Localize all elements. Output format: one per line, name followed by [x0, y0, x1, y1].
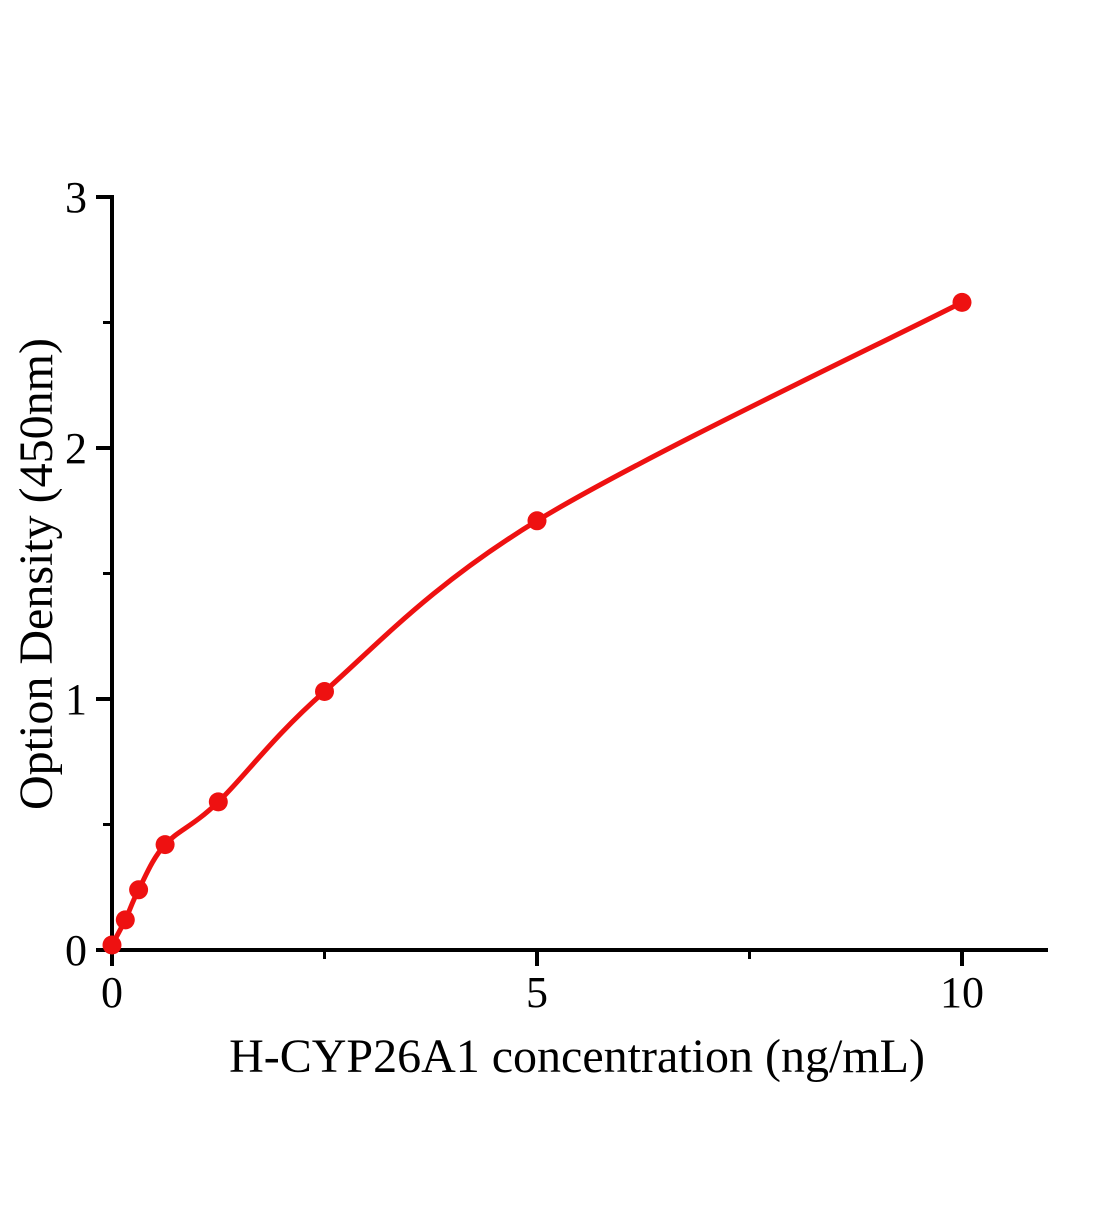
y-tick-label: 1 [65, 675, 87, 724]
data-point [115, 910, 135, 930]
data-point [208, 792, 228, 812]
data-series [102, 292, 972, 955]
data-point [952, 292, 972, 312]
fitted-curve [109, 299, 965, 948]
x-tick-label: 5 [526, 968, 548, 1017]
y-tick-label: 3 [65, 173, 87, 222]
tick-labels: 0 5 10 0 1 2 3 [65, 173, 984, 1017]
x-axis-title: H-CYP26A1 concentration (ng/mL) [229, 1030, 925, 1083]
tick-marks [96, 195, 964, 966]
data-point [315, 682, 334, 701]
y-axis-title: Option Density (450nm) [10, 338, 63, 810]
data-point [102, 935, 122, 955]
data-point [129, 880, 149, 900]
y-tick-label: 2 [65, 424, 87, 473]
axes [109, 195, 1048, 952]
data-point [527, 511, 547, 531]
x-tick-label: 10 [940, 968, 984, 1017]
data-point [155, 835, 175, 855]
x-tick-label: 0 [101, 968, 123, 1017]
y-tick-label: 0 [65, 926, 87, 975]
